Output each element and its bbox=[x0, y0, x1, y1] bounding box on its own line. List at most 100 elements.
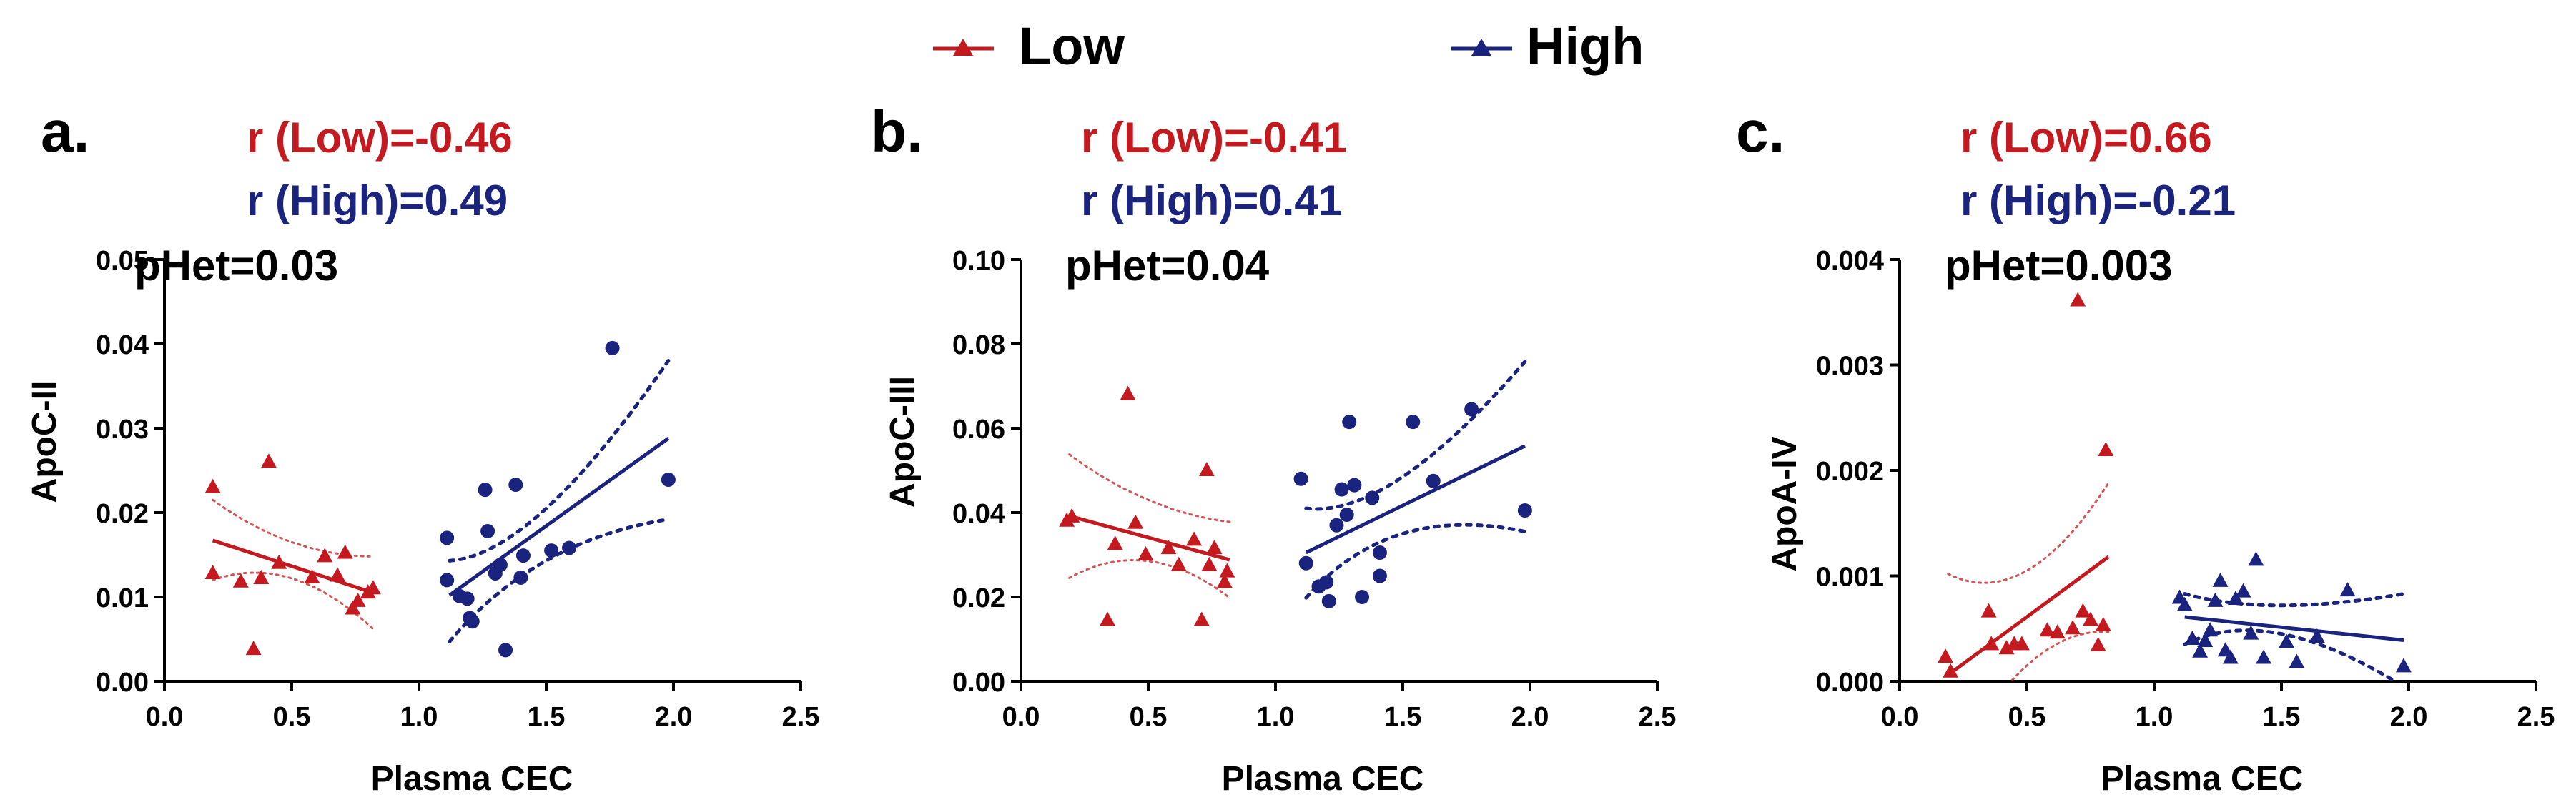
panel-b-y-tick-label: 0.00 bbox=[952, 668, 1005, 698]
panel-b-low-point bbox=[1138, 546, 1154, 560]
panel-c-low-point bbox=[1980, 603, 1997, 618]
panel-a-r-low: r (Low)=-0.46 bbox=[247, 114, 513, 162]
panel-a-low-ci-upper bbox=[212, 498, 375, 558]
panel-b-low-point bbox=[1160, 540, 1177, 555]
panel-b-low-point bbox=[1206, 540, 1223, 555]
panel-b-phet: pHet=0.04 bbox=[1065, 242, 1270, 290]
panel-b-low-point bbox=[1216, 573, 1233, 588]
panel-b-low-point bbox=[1127, 514, 1144, 529]
panel-b-high-fit-line bbox=[1305, 444, 1526, 555]
panel-a-y-tick-label: 0.01 bbox=[96, 583, 149, 613]
panel-a-r-high: r (High)=0.49 bbox=[247, 177, 508, 224]
panel-a-high-point bbox=[478, 483, 493, 498]
panel-a-plot: 0.00 0.01 0.02 0.03 0.04 0.05 0.0 0.5 1.0 1.5 2.0 2… bbox=[96, 246, 819, 732]
panel-a-low-point bbox=[345, 600, 361, 615]
panel-c-high-point bbox=[2192, 643, 2209, 658]
panel-c-high-point bbox=[2279, 633, 2295, 648]
panel-c-r-low: r (Low)=0.66 bbox=[1960, 114, 2212, 162]
panel-a-low-point bbox=[304, 568, 320, 583]
panel-a-high-ci-upper bbox=[448, 359, 671, 563]
panel-b-high-point bbox=[1372, 545, 1387, 560]
panel-b-low-point bbox=[1170, 556, 1187, 571]
panel-c-high-point bbox=[2289, 653, 2305, 668]
panel-c-high-ci-upper bbox=[2183, 592, 2406, 608]
panel-a-low-point bbox=[260, 453, 277, 468]
panel-a-high-ci-lower bbox=[448, 517, 671, 644]
panel-c-high-point bbox=[2309, 628, 2325, 643]
panel-c-high-point bbox=[2184, 631, 2201, 645]
panel-b-high-point bbox=[1293, 471, 1308, 486]
legend-low-marker-icon bbox=[953, 39, 973, 56]
panel-c-low-point bbox=[2090, 636, 2106, 651]
panel-a-low-point bbox=[317, 548, 333, 563]
panel-c-x-tick-label: 2.5 bbox=[2517, 702, 2555, 732]
panel-a-y-tick-label: 0.04 bbox=[96, 330, 149, 360]
panel-b-label: b. bbox=[871, 99, 923, 164]
panel-b-low-point bbox=[1120, 385, 1136, 400]
panel-a-low-point bbox=[337, 544, 353, 559]
panel-b-x-tick-label: 2.0 bbox=[1511, 702, 1549, 732]
panel-c-high-point bbox=[2212, 572, 2229, 587]
panel-b-y-tick-label: 0.08 bbox=[952, 330, 1005, 360]
panel-c-x-tick-label: 1.5 bbox=[2263, 702, 2301, 732]
panel-c-plot: 0.000 0.001 0.002 0.003 0.004 0.0 0.5 1.0 1.5 2.0… bbox=[1816, 246, 2555, 732]
panel-c-xlabel: Plasma CEC bbox=[2101, 760, 2304, 798]
panel-b-high-point bbox=[1342, 415, 1357, 430]
panel-b-plot: 0.00 0.02 0.04 0.06 0.08 0.10 0.0 0.5 1.0 1.5 2.0 2… bbox=[952, 246, 1676, 732]
panel-c-y-tick-label: 0.003 bbox=[1816, 352, 1884, 382]
panel-c-high-point bbox=[2339, 582, 2356, 597]
panel-c-x-tick-label: 1.0 bbox=[2136, 702, 2173, 732]
panel-c-high-point bbox=[2243, 625, 2259, 640]
panel-b-y-tick-label: 0.02 bbox=[952, 583, 1005, 613]
panel-c-phet: pHet=0.003 bbox=[1945, 242, 2173, 290]
panel-b-low-point bbox=[1100, 611, 1116, 626]
panel-a-high-point bbox=[440, 573, 455, 588]
panel-c-low-point bbox=[2095, 616, 2111, 631]
panel-c-high-point bbox=[2176, 596, 2193, 611]
panel-b-x-tick-label: 0.5 bbox=[1130, 702, 1168, 732]
panel-c-r-high: r (High)=-0.21 bbox=[1960, 177, 2236, 224]
panel-a-low-point bbox=[245, 641, 262, 656]
panel-a-low-point bbox=[365, 580, 381, 595]
panel-b-y-tick-label: 0.06 bbox=[952, 415, 1005, 445]
panel-a-high-point bbox=[508, 478, 523, 493]
panel-b-high-point bbox=[1319, 575, 1334, 590]
panel-a-label: a. bbox=[41, 99, 89, 164]
panel-b-high-point bbox=[1372, 568, 1387, 583]
panel-b-low-point bbox=[1219, 563, 1235, 578]
panel-a-xlabel: Plasma CEC bbox=[371, 760, 573, 798]
panel-a-x-tick-label: 1.5 bbox=[528, 702, 566, 732]
panel-c-high-point bbox=[2222, 649, 2239, 664]
panel-c-high-point bbox=[2256, 649, 2272, 664]
panel-c-high-point bbox=[2207, 592, 2224, 607]
panel-b-low-point bbox=[1198, 462, 1215, 476]
panel-b-high-ci-lower bbox=[1304, 523, 1527, 600]
panel-c-high-point bbox=[2227, 590, 2244, 605]
panel-a-phet: pHet=0.03 bbox=[134, 242, 338, 290]
panel-c-low-ci-upper bbox=[1947, 482, 2110, 584]
panel-a-y-tick-label: 0.03 bbox=[96, 415, 149, 445]
panel-c-low-point bbox=[1943, 663, 1959, 678]
panel-c-high-point bbox=[2235, 583, 2251, 598]
panel-c-label: c. bbox=[1736, 99, 1785, 164]
panel-a-high-point bbox=[513, 570, 528, 585]
panel-c-high-point bbox=[2395, 658, 2412, 673]
panel-b: b. r (Low)=-0.41 r (High)=0.41 pHet=0.04… bbox=[871, 99, 1676, 798]
panel-a-high-point bbox=[480, 523, 495, 538]
panel-a-y-tick-label: 0.02 bbox=[96, 499, 149, 529]
panel-c-low-point bbox=[1983, 636, 2000, 651]
panel-a-high-point bbox=[544, 543, 559, 558]
panel-b-xlabel: Plasma CEC bbox=[1222, 760, 1424, 798]
panel-b-x-tick-label: 1.0 bbox=[1257, 702, 1295, 732]
panel-a-low-point bbox=[350, 592, 366, 607]
panel-a-high-point bbox=[515, 548, 531, 563]
panel-c-low-fit-line bbox=[1947, 555, 2110, 677]
panel-b-r-high: r (High)=0.41 bbox=[1081, 177, 1342, 224]
panel-b-high-point bbox=[1517, 503, 1532, 518]
panel-b-high-point bbox=[1406, 415, 1421, 430]
panel-c-y-tick-label: 0.001 bbox=[1816, 563, 1884, 593]
panel-b-low-point bbox=[1064, 508, 1080, 523]
panel-c-low-ci-lower bbox=[2009, 631, 2110, 681]
panel-c-low-point bbox=[2049, 624, 2066, 639]
